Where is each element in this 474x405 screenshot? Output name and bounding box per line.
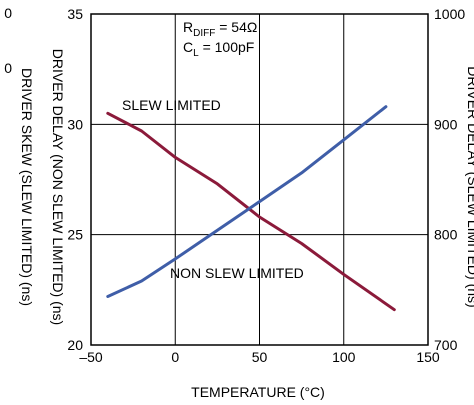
y-tick-label-right: 1000	[434, 6, 465, 22]
tick-labels: –50 0 50 100 150 20 25 30 35 700 800 900 1000	[67, 6, 465, 365]
left-cut-tick-second: 0	[4, 60, 12, 76]
y-axis-title-left-outer: DRIVER SKEW (SLEW LIMITED) (ns)	[19, 68, 35, 306]
y-tick-label-right: 900	[434, 116, 458, 132]
x-tick-label: 0	[171, 349, 179, 365]
y-tick-label-right: 700	[434, 337, 458, 353]
x-tick-label: 100	[332, 349, 356, 365]
series-line-slew-limited	[106, 111, 396, 312]
series-label-slew-limited: SLEW LIMITED	[122, 97, 221, 113]
left-cut-tick-top: 0	[4, 5, 12, 21]
y-tick-label-right: 800	[434, 227, 458, 243]
y-tick-label-left: 30	[67, 116, 83, 132]
condition-cl: CL = 100pF	[183, 39, 254, 59]
grid-lines	[90, 13, 429, 346]
x-tick-label: 50	[252, 349, 268, 365]
condition-rdiff: RDIFF = 54Ω	[183, 19, 257, 39]
x-tick-label: –50	[79, 349, 103, 365]
x-tick-label: 150	[416, 349, 440, 365]
x-axis-title: TEMPERATURE (°C)	[191, 384, 325, 400]
series-lines	[106, 105, 396, 312]
y-axis-title-right: DRIVER DELAY (SLEW LIMITED) (ns)	[465, 66, 474, 307]
series-label-non-slew-limited: NON SLEW LIMITED	[170, 265, 304, 281]
y-tick-label-left: 20	[67, 337, 83, 353]
y-axis-title-left: DRIVER DELAY (NON SLEW LIMITED) (ns)	[50, 49, 66, 325]
y-tick-label-left: 25	[67, 227, 83, 243]
series-line-non-slew-limited	[106, 105, 388, 298]
y-tick-label-left: 35	[67, 6, 83, 22]
